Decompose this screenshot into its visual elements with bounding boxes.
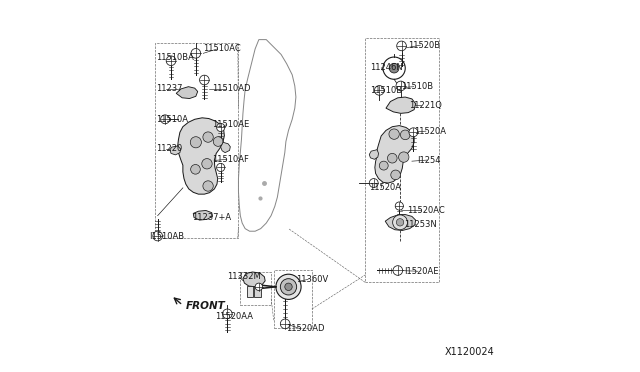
Polygon shape: [178, 118, 225, 194]
Circle shape: [387, 153, 397, 163]
Text: FRONT: FRONT: [186, 301, 225, 311]
Text: 11220: 11220: [156, 144, 182, 153]
Circle shape: [399, 152, 409, 162]
Circle shape: [374, 86, 384, 95]
Bar: [246, 286, 253, 297]
Text: 11510B: 11510B: [401, 82, 434, 91]
Circle shape: [190, 137, 202, 148]
Circle shape: [389, 129, 399, 139]
Circle shape: [401, 130, 410, 140]
Polygon shape: [243, 272, 265, 287]
Circle shape: [202, 158, 212, 169]
Polygon shape: [385, 215, 415, 231]
Polygon shape: [386, 97, 415, 113]
Text: 11237: 11237: [156, 84, 182, 93]
Circle shape: [216, 163, 225, 171]
Text: 11510AD: 11510AD: [212, 84, 250, 93]
Text: 11510B: 11510B: [370, 86, 402, 95]
Text: 11510BA: 11510BA: [156, 53, 194, 62]
Text: 11332M: 11332M: [227, 272, 260, 281]
Bar: [254, 286, 260, 297]
Circle shape: [203, 181, 213, 191]
Text: 11520A: 11520A: [414, 126, 446, 136]
Circle shape: [396, 202, 403, 210]
Text: 11510AC: 11510AC: [204, 44, 241, 53]
Circle shape: [161, 115, 170, 124]
Text: I1520AE: I1520AE: [404, 267, 438, 276]
Circle shape: [397, 41, 406, 51]
Polygon shape: [221, 142, 230, 153]
Text: I1254: I1254: [417, 155, 440, 164]
Circle shape: [191, 48, 201, 58]
Text: 11510AF: 11510AF: [212, 155, 250, 164]
Circle shape: [369, 179, 378, 187]
Text: 11520A: 11520A: [369, 183, 401, 192]
Circle shape: [396, 81, 406, 91]
Circle shape: [166, 56, 176, 65]
Text: X1120024: X1120024: [444, 347, 494, 357]
Text: I1510AB: I1510AB: [150, 231, 185, 241]
Text: 11510AE: 11510AE: [212, 121, 250, 129]
Polygon shape: [375, 126, 414, 183]
Circle shape: [389, 63, 399, 73]
Circle shape: [191, 164, 200, 174]
Circle shape: [216, 124, 225, 132]
Text: 11253N: 11253N: [404, 221, 437, 230]
Polygon shape: [170, 146, 180, 155]
Polygon shape: [193, 211, 212, 220]
Polygon shape: [176, 87, 198, 99]
Text: 11246N: 11246N: [370, 63, 403, 72]
Text: 11360V: 11360V: [296, 275, 328, 284]
Circle shape: [409, 128, 418, 137]
Circle shape: [392, 215, 408, 230]
Text: 11510A: 11510A: [156, 115, 188, 124]
Circle shape: [396, 219, 404, 226]
Text: 11520AC: 11520AC: [407, 206, 445, 215]
Text: 11520B: 11520B: [408, 41, 440, 50]
Polygon shape: [369, 150, 378, 159]
Circle shape: [223, 309, 232, 319]
Circle shape: [153, 231, 163, 241]
Circle shape: [276, 274, 301, 299]
Circle shape: [213, 137, 223, 146]
Circle shape: [200, 75, 209, 85]
Circle shape: [285, 283, 292, 291]
Text: 11520AA: 11520AA: [216, 312, 253, 321]
Circle shape: [203, 132, 213, 142]
Circle shape: [255, 283, 262, 291]
Circle shape: [393, 266, 403, 275]
Text: 11520AD: 11520AD: [286, 324, 324, 333]
Text: 11237+A: 11237+A: [192, 213, 231, 222]
Circle shape: [280, 319, 290, 329]
Text: 11221Q: 11221Q: [409, 101, 442, 110]
Circle shape: [280, 279, 297, 295]
Circle shape: [380, 161, 388, 170]
Circle shape: [391, 170, 401, 180]
